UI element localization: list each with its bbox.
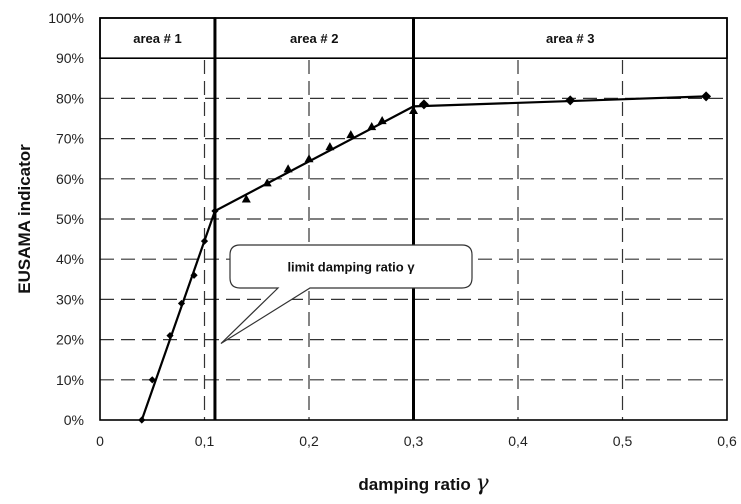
y-tick-label: 80% xyxy=(56,90,84,106)
x-tick-label: 0,6 xyxy=(717,433,737,449)
trend-line xyxy=(140,95,707,421)
region-band xyxy=(412,17,728,60)
data-point xyxy=(190,271,198,279)
x-tick-label: 0 xyxy=(96,433,104,449)
tick-label-group: 0% 10% 20% 30% 40% 50% 60% 70% 80% 90% 100% 0 0,1 0,2… xyxy=(48,10,737,449)
callout-label: limit damping ratio γ xyxy=(287,260,415,275)
y-tick-label: 90% xyxy=(56,50,84,66)
data-point xyxy=(262,178,272,187)
callout-bubble xyxy=(220,244,473,345)
x-tick-label: 0,1 xyxy=(195,433,215,449)
y-tick-label: 30% xyxy=(56,291,84,307)
region-label-2: area # 2 xyxy=(290,31,338,46)
y-axis-title: EUSAMA indicator xyxy=(15,144,34,294)
data-point xyxy=(325,142,335,151)
data-point xyxy=(565,95,576,106)
y-tick-label: 0% xyxy=(64,412,84,428)
data-point xyxy=(346,130,356,139)
axes-group: damping ratio γ EUSAMA indicator xyxy=(15,17,728,496)
region-band xyxy=(99,17,216,60)
data-point xyxy=(283,164,293,173)
x-tick-label: 0,2 xyxy=(299,433,319,449)
region-label-1: area # 1 xyxy=(133,31,181,46)
data-point xyxy=(177,299,186,308)
x-axis-title: damping ratio γ xyxy=(358,471,489,496)
y-tick-label: 50% xyxy=(56,211,84,227)
data-point xyxy=(701,91,712,102)
y-tick-label: 20% xyxy=(56,332,84,348)
data-point xyxy=(304,154,314,163)
y-tick-label: 10% xyxy=(56,372,84,388)
region-label-3: area # 3 xyxy=(546,31,594,46)
data-point xyxy=(377,116,387,125)
x-tick-label: 0,4 xyxy=(508,433,528,449)
x-tick-label: 0,5 xyxy=(613,433,633,449)
x-tick-label: 0,3 xyxy=(404,433,424,449)
data-point xyxy=(211,207,219,215)
data-point xyxy=(166,331,174,340)
y-tick-label: 100% xyxy=(48,10,84,26)
data-point xyxy=(409,105,418,115)
y-tick-label: 40% xyxy=(56,251,84,267)
data-point xyxy=(241,194,251,203)
data-point xyxy=(200,237,209,245)
data-point xyxy=(418,99,429,110)
callout-group: limit damping ratio γ xyxy=(220,244,473,345)
plot-frame xyxy=(99,17,728,421)
boundary-lines xyxy=(213,18,415,420)
data-point xyxy=(367,122,377,131)
y-tick-label: 70% xyxy=(56,131,84,147)
trend-line-group xyxy=(140,95,707,421)
y-tick-label: 60% xyxy=(56,171,84,187)
data-point xyxy=(148,376,156,384)
